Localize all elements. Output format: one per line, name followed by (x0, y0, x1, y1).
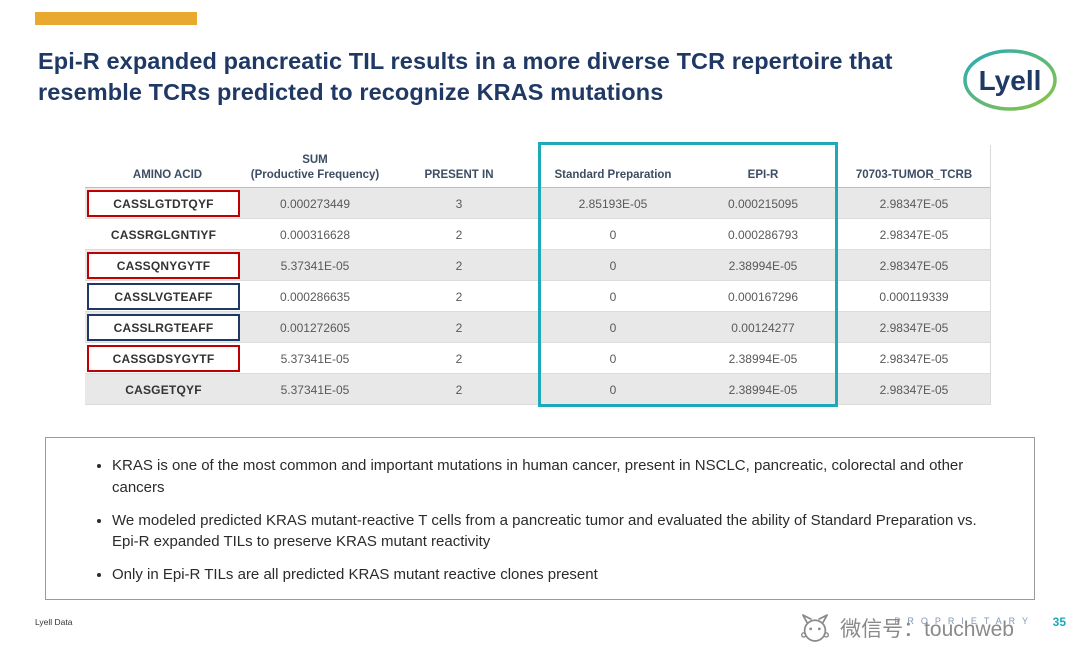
lyell-logo-text: Lyell (979, 65, 1042, 96)
tumor-tcrb-value: 2.98347E-05 (879, 320, 949, 335)
watermark-text: 微信号：touchweb (840, 618, 1014, 641)
table-row: CASSRGLGNTIYF 0.000316628 2 0 0.00028679… (85, 219, 990, 250)
lyell-logo: Lyell (958, 44, 1062, 114)
summary-box: KRAS is one of the most common and impor… (45, 437, 1035, 600)
standard-preparation-value: 0 (609, 289, 617, 304)
standard-preparation-value: 0 (609, 382, 617, 397)
standard-preparation-value: 0 (609, 227, 617, 242)
tcr-table: AMINO ACID SUM (Productive Frequency) PR… (85, 142, 991, 407)
standard-preparation-value: 0 (609, 258, 617, 273)
present-in-value: 2 (455, 320, 463, 335)
tumor-tcrb-value: 2.98347E-05 (879, 258, 949, 273)
col-header-amino-acid: AMINO ACID (132, 168, 203, 181)
table-row: CASSGDSYGYTF 5.37341E-05 2 0 2.38994E-05… (85, 343, 990, 374)
table-row: CASGETQYF 5.37341E-05 2 0 2.38994E-05 2.… (85, 374, 990, 405)
present-in-value: 2 (455, 382, 463, 397)
footer-source-label: Lyell Data (35, 617, 73, 627)
bullet-item: We modeled predicted KRAS mutant-reactiv… (112, 510, 1004, 554)
amino-acid-value: CASSLGTDTQYF (87, 190, 240, 217)
summary-bullets: KRAS is one of the most common and impor… (46, 455, 1004, 586)
tumor-tcrb-value: 2.98347E-05 (879, 196, 949, 211)
tumor-tcrb-value: 2.98347E-05 (879, 227, 949, 242)
lyell-logo-graphic: Lyell (963, 49, 1057, 111)
sum-value: 0.000286635 (279, 289, 351, 304)
col-header-epi-r: EPI-R (747, 168, 779, 181)
amino-acid-value: CASGETQYF (125, 382, 202, 397)
bullet-item: KRAS is one of the most common and impor… (112, 455, 1004, 499)
col-header-present-in: PRESENT IN (424, 168, 494, 181)
present-in-value: 2 (455, 289, 463, 304)
epi-r-value: 2.38994E-05 (728, 382, 798, 397)
standard-preparation-value: 0 (609, 320, 617, 335)
amino-acid-value: CASSLVGTEAFF (87, 283, 240, 310)
amino-acid-value: CASSGDSYGYTF (87, 345, 240, 372)
epi-r-value: 2.38994E-05 (728, 258, 798, 273)
tumor-tcrb-value: 0.000119339 (879, 289, 949, 304)
table-row: CASSLVGTEAFF 0.000286635 2 0 0.000167296… (85, 281, 990, 312)
sum-value: 0.000316628 (279, 227, 351, 242)
epi-r-value: 0.000286793 (727, 227, 799, 242)
col-header-tumor-tcrb: 70703-TUMOR_TCRB (855, 168, 973, 181)
standard-preparation-value: 2.85193E-05 (578, 196, 648, 211)
footer-proprietary-label: PROPRIETARY (894, 616, 1035, 626)
table-row: CASSQNYGYTF 5.37341E-05 2 0 2.38994E-05 … (85, 250, 990, 281)
table-row: CASSLGTDTQYF 0.000273449 3 2.85193E-05 0… (85, 188, 990, 219)
sum-value: 0.000273449 (279, 196, 351, 211)
watermark: 微信号：touchweb (796, 609, 1014, 647)
col-header-sum: SUM (Productive Frequency) (250, 154, 380, 181)
bullet-item: Only in Epi-R TILs are all predicted KRA… (112, 564, 1004, 586)
epi-r-value: 2.38994E-05 (728, 351, 798, 366)
epi-r-value: 0.000215095 (727, 196, 799, 211)
table-row: CASSLRGTEAFF 0.001272605 2 0 0.00124277 … (85, 312, 990, 343)
standard-preparation-value: 0 (609, 351, 617, 366)
present-in-value: 3 (455, 196, 463, 211)
present-in-value: 2 (455, 351, 463, 366)
sum-value: 0.001272605 (279, 320, 351, 335)
sum-value: 5.37341E-05 (280, 351, 350, 366)
epi-r-value: 0.000167296 (727, 289, 799, 304)
watermark-logo-icon (801, 614, 830, 642)
amino-acid-value: CASSLRGTEAFF (87, 314, 240, 341)
amino-acid-value: CASSQNYGYTF (87, 252, 240, 279)
col-header-standard-preparation: Standard Preparation (554, 168, 672, 181)
table-header-row: AMINO ACID SUM (Productive Frequency) PR… (85, 145, 990, 188)
present-in-value: 2 (455, 227, 463, 242)
accent-bar (35, 12, 197, 25)
present-in-value: 2 (455, 258, 463, 273)
sum-value: 5.37341E-05 (280, 382, 350, 397)
page-title: Epi-R expanded pancreatic TIL results in… (38, 48, 893, 106)
epi-r-value: 0.00124277 (731, 320, 795, 335)
sum-value: 5.37341E-05 (280, 258, 350, 273)
tumor-tcrb-value: 2.98347E-05 (879, 351, 949, 366)
page-number: 35 (1052, 615, 1066, 629)
tumor-tcrb-value: 2.98347E-05 (879, 382, 949, 397)
amino-acid-value: CASSRGLGNTIYF (110, 227, 217, 242)
